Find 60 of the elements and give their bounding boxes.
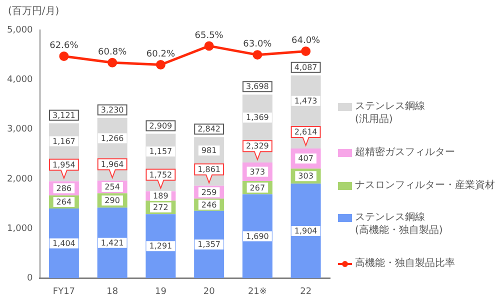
legend-label: 超精密ガスフィルター — [355, 146, 455, 159]
annotation: 2,329 — [246, 142, 269, 151]
x-tick-label: FY17 — [52, 286, 76, 297]
data-label: 64.0% — [292, 36, 321, 46]
data-label: 267 — [250, 183, 266, 192]
data-label: 62.6% — [50, 41, 79, 52]
y-tick-label: 1,000 — [7, 224, 34, 234]
data-label: 246 — [201, 200, 217, 210]
total-label: 4,087 — [294, 62, 318, 72]
legend-label: ステンレス鋼線 (高機能・独自製品) — [355, 211, 443, 238]
x-tick-label: 21※ — [248, 286, 267, 297]
total-label: 2,909 — [149, 121, 172, 130]
data-label: 60.2% — [146, 50, 176, 60]
data-label: 63.0% — [243, 40, 272, 50]
x-tick-label: 20 — [203, 286, 216, 297]
data-label: 1,690 — [246, 232, 269, 241]
data-label: 407 — [298, 154, 314, 164]
x-tick-label: 19 — [154, 286, 167, 297]
data-label: 189 — [153, 192, 168, 200]
data-label: 272 — [153, 202, 168, 212]
data-label: 373 — [250, 167, 266, 176]
y-tick-label: 5,000 — [7, 25, 34, 36]
legend-label: ナスロンフィルター・産業資材 — [355, 178, 495, 192]
total-label: 3,121 — [52, 110, 76, 120]
data-label: 1,167 — [52, 136, 76, 146]
data-label: 60.8% — [98, 47, 128, 58]
data-label: 264 — [56, 198, 72, 207]
y-tick-label: 4,000 — [7, 74, 34, 85]
data-label: 1,369 — [246, 113, 269, 122]
data-label: 259 — [201, 188, 217, 197]
total-label: 3,230 — [100, 105, 124, 114]
data-label: 290 — [104, 196, 120, 206]
x-tick-label: 22 — [300, 286, 312, 297]
data-label: 1,266 — [100, 134, 124, 143]
y-tick-label: 0 — [27, 274, 34, 284]
annotation: 1,752 — [149, 170, 172, 180]
x-tick-label: 18 — [106, 286, 118, 297]
data-label: 1,904 — [294, 226, 318, 236]
data-label: 65.5% — [194, 30, 224, 41]
total-label: 3,698 — [246, 82, 269, 92]
data-label: 1,421 — [100, 238, 124, 248]
data-label: 981 — [201, 146, 217, 156]
annotation: 2,614 — [294, 128, 318, 137]
data-label: 286 — [56, 184, 72, 193]
data-label: 1,157 — [149, 147, 172, 156]
data-label: 1,357 — [198, 240, 221, 250]
data-label: 1,291 — [149, 242, 172, 251]
annotation: 1,954 — [52, 160, 76, 170]
data-label: 1,473 — [294, 96, 318, 106]
annotation: 1,964 — [100, 160, 124, 169]
legend-label: ステンレス鋼線 (汎用品) — [355, 100, 425, 126]
y-tick-label: 2,000 — [7, 174, 34, 184]
data-label: 254 — [104, 182, 120, 192]
y-axis-title: (百万円/月) — [8, 5, 60, 18]
total-label: 2,842 — [198, 124, 221, 134]
annotation: 1,861 — [198, 164, 221, 174]
data-label: 1,404 — [52, 238, 76, 248]
data-label: 303 — [298, 172, 314, 181]
y-tick-label: 3,000 — [7, 124, 34, 135]
legend-label: 高機能・独自製品比率 — [355, 257, 455, 270]
